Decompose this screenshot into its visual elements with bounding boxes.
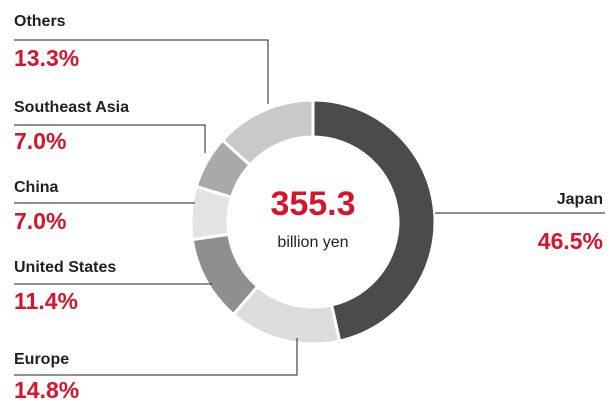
value-label: 11.4% <box>14 288 78 314</box>
value-label: 14.8% <box>14 377 79 403</box>
center-label: billion yen <box>277 234 348 251</box>
donut-slice <box>311 98 437 343</box>
category-label: Others <box>14 13 66 30</box>
category-label: United States <box>14 259 116 276</box>
center-value: 355.3 <box>270 185 355 223</box>
leader-line <box>14 338 298 376</box>
category-label: Southeast Asia <box>14 99 129 116</box>
value-label: 13.3% <box>14 45 79 71</box>
value-label: 7.0% <box>14 208 66 234</box>
value-label: 46.5% <box>538 228 603 254</box>
donut-slice <box>220 98 315 168</box>
category-label: China <box>14 179 59 196</box>
leader-line <box>14 39 269 104</box>
category-label: Japan <box>557 191 603 208</box>
value-label: 7.0% <box>14 128 66 154</box>
leader-line <box>14 124 206 153</box>
category-label: Europe <box>14 351 69 368</box>
